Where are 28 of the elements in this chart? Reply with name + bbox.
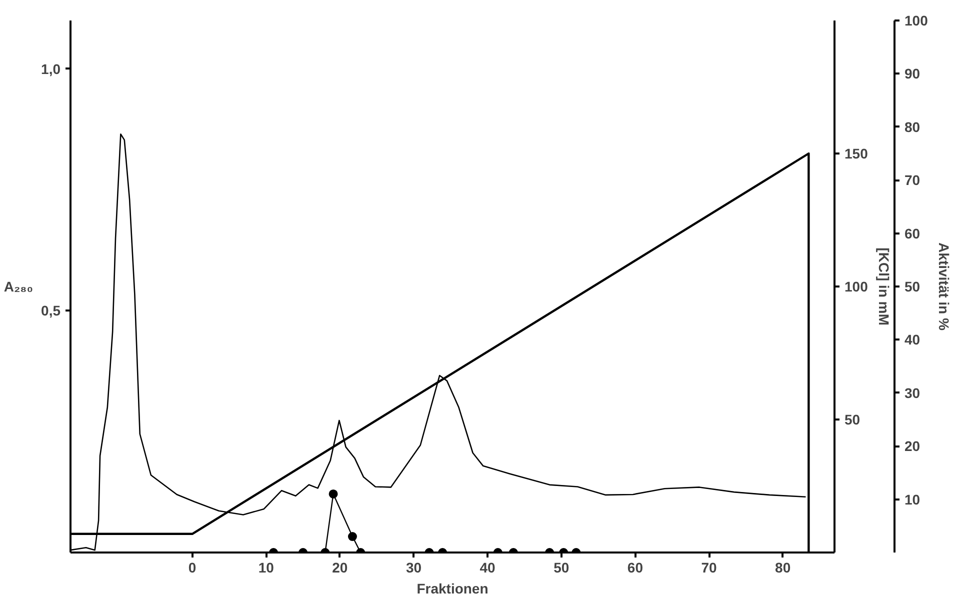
y3-tick-label: 80: [904, 118, 920, 135]
x-tick-label: 80: [775, 560, 791, 576]
x-tick-label: 20: [332, 560, 348, 576]
x-axis-title: Fraktionen: [416, 580, 488, 596]
y3-tick-label: 20: [904, 438, 920, 454]
y2-tick-label: 50: [844, 412, 860, 428]
y2-tick-label: 100: [844, 278, 868, 294]
x-tick-label: 30: [406, 560, 422, 576]
y3-tick-label: 10: [904, 491, 920, 508]
y2-tick-label: 150: [844, 146, 868, 162]
y3-tick-label: 90: [904, 66, 920, 82]
y3-tick-label: 40: [904, 332, 920, 348]
y-tick-label: 0,5: [41, 302, 61, 319]
x-tick-label: 0: [188, 560, 196, 576]
x-tick-label: 70: [701, 560, 718, 576]
x-tick-label: 60: [627, 560, 644, 576]
y2-axis-title: [KCl] in mM: [876, 248, 892, 326]
x-tick-label: 50: [554, 560, 570, 576]
x-tick-label: 10: [258, 560, 274, 576]
y-axis-title: A₂₈₀: [4, 278, 34, 294]
x-tick-label: 40: [480, 560, 496, 576]
y3-tick-label: 50: [904, 278, 920, 294]
y3-tick-label: 100: [904, 12, 928, 28]
y3-axis-title: Aktivität in %: [936, 242, 952, 332]
y3-tick-label: 30: [904, 384, 920, 401]
y3-tick-label: 70: [904, 172, 920, 188]
y3-tick-label: 60: [904, 225, 920, 242]
y-tick-label: 1,0: [41, 60, 61, 77]
